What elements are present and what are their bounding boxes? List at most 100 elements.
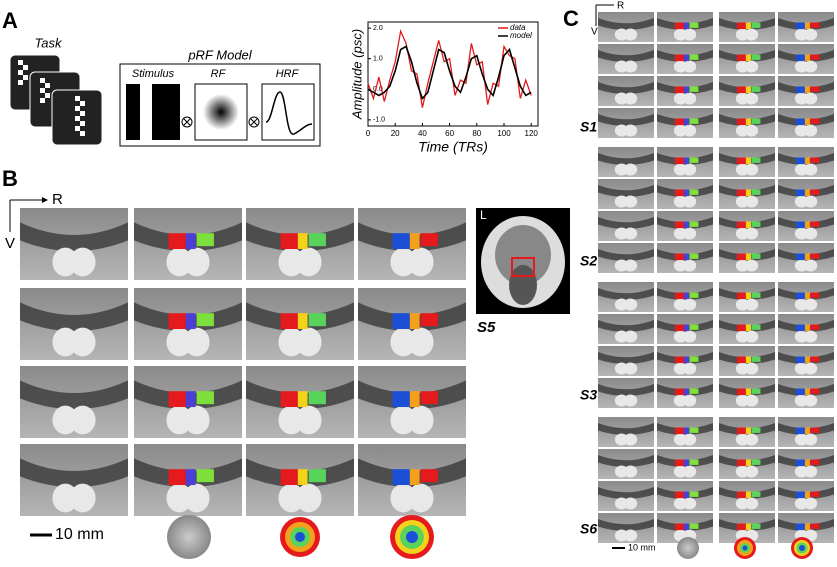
wheel bbox=[677, 537, 699, 559]
roi bbox=[674, 118, 684, 126]
brain-stem bbox=[682, 465, 697, 478]
brain-shadow bbox=[598, 352, 654, 364]
wheel bbox=[295, 532, 305, 542]
roi bbox=[674, 459, 684, 467]
brain-shadow bbox=[598, 153, 654, 165]
legend-label: data bbox=[510, 23, 526, 32]
brain-stem bbox=[803, 259, 818, 272]
orient-label: V bbox=[591, 27, 598, 38]
roi bbox=[683, 491, 689, 499]
roi bbox=[751, 86, 761, 92]
roi bbox=[683, 86, 689, 94]
brain-stem bbox=[803, 124, 818, 137]
orient-label: R bbox=[617, 1, 624, 12]
roi bbox=[674, 22, 684, 30]
roi bbox=[810, 324, 820, 330]
brain-stem bbox=[682, 163, 697, 176]
roi bbox=[751, 157, 761, 163]
roi bbox=[308, 233, 326, 247]
roi bbox=[297, 233, 308, 250]
roi bbox=[736, 86, 746, 94]
brain-stem bbox=[744, 465, 759, 478]
roi bbox=[689, 54, 699, 60]
roi bbox=[745, 324, 751, 332]
roi bbox=[804, 118, 810, 126]
brain-shadow bbox=[20, 222, 128, 252]
brain-stem bbox=[682, 330, 697, 343]
roi bbox=[751, 118, 761, 124]
roi bbox=[674, 292, 684, 300]
roi bbox=[185, 469, 196, 486]
brain-shadow bbox=[598, 288, 654, 300]
roi bbox=[674, 491, 684, 499]
y-axis-label: Amplitude (psc) bbox=[349, 29, 364, 120]
panel-label: A bbox=[2, 8, 18, 33]
roi bbox=[297, 469, 308, 486]
roi bbox=[280, 469, 298, 486]
brain-stem bbox=[183, 405, 210, 435]
roi bbox=[804, 388, 810, 396]
brain-stem bbox=[803, 465, 818, 478]
roi bbox=[420, 391, 438, 405]
legend-wheels bbox=[167, 515, 434, 559]
roi bbox=[804, 356, 810, 364]
roi bbox=[804, 523, 810, 531]
brain-stem bbox=[744, 330, 759, 343]
roi bbox=[804, 157, 810, 165]
roi bbox=[795, 54, 805, 62]
roi bbox=[804, 54, 810, 62]
brain-stem bbox=[803, 60, 818, 73]
plot-frame bbox=[367, 21, 539, 127]
model-title: pRF Model bbox=[187, 47, 252, 62]
inset-label: L bbox=[480, 208, 487, 222]
roi bbox=[810, 253, 820, 259]
roi bbox=[683, 221, 689, 229]
roi bbox=[745, 221, 751, 229]
subject-label: S2 bbox=[580, 253, 597, 269]
brain-shadow bbox=[598, 519, 654, 531]
brain-stem bbox=[803, 330, 818, 343]
brain-stem bbox=[803, 92, 818, 105]
roi bbox=[674, 427, 684, 435]
roi bbox=[810, 491, 820, 497]
subject-label: S6 bbox=[580, 521, 597, 537]
brain-stem bbox=[744, 227, 759, 240]
roi bbox=[810, 86, 820, 92]
brain-stem bbox=[803, 28, 818, 41]
roi bbox=[804, 221, 810, 229]
task-label: Task bbox=[35, 35, 63, 50]
brain-stem bbox=[623, 28, 638, 41]
brain-stem bbox=[682, 92, 697, 105]
brain-stem bbox=[744, 124, 759, 137]
brain-stem bbox=[183, 327, 210, 357]
inset bbox=[476, 208, 570, 314]
roi bbox=[185, 313, 196, 330]
roi bbox=[196, 313, 214, 327]
brain-stem bbox=[407, 247, 434, 277]
brain-stem bbox=[744, 92, 759, 105]
roi bbox=[420, 469, 438, 483]
roi bbox=[409, 391, 420, 408]
roi bbox=[280, 313, 298, 330]
roi bbox=[689, 356, 699, 362]
roi bbox=[196, 391, 214, 405]
brain-stem bbox=[682, 433, 697, 446]
subject-label: S1 bbox=[580, 119, 597, 135]
roi bbox=[795, 189, 805, 197]
roi bbox=[683, 388, 689, 396]
brain-stem bbox=[744, 362, 759, 375]
roi bbox=[736, 523, 746, 531]
wheel bbox=[167, 515, 211, 559]
roi bbox=[745, 459, 751, 467]
roi bbox=[683, 523, 689, 531]
roi bbox=[736, 292, 746, 300]
roi bbox=[745, 292, 751, 300]
roi bbox=[674, 253, 684, 261]
roi bbox=[689, 221, 699, 227]
brain-stem bbox=[407, 483, 434, 513]
roi bbox=[736, 459, 746, 467]
roi bbox=[689, 22, 699, 28]
brain-stem bbox=[682, 195, 697, 208]
roi bbox=[674, 157, 684, 165]
brain-stem bbox=[183, 247, 210, 277]
